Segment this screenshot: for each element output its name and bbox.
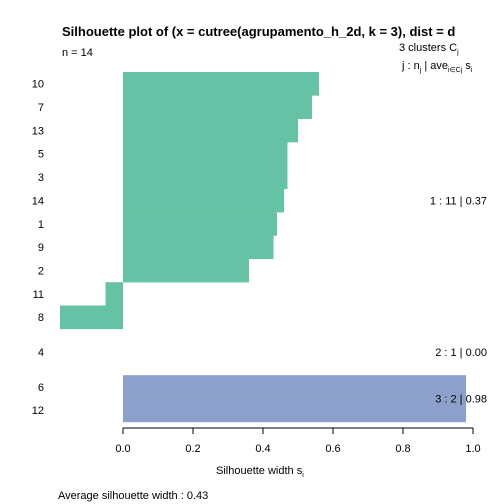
bar-obs-14 — [123, 188, 284, 213]
legend-header-sub: j — [456, 49, 459, 56]
bars-layer — [60, 72, 466, 423]
chart-title: Silhouette plot of (x = cutree(agrupamen… — [62, 24, 455, 39]
row-labels: 10 7 13 5 3 14 1 9 2 11 8 4 6 12 — [32, 79, 44, 418]
row-label-9: 9 — [38, 242, 44, 254]
bar-obs-3 — [123, 165, 288, 190]
cluster-summaries: 1 : 11 | 0.37 2 : 1 | 0.00 3 : 2 | 0.98 — [430, 195, 487, 405]
x-tick-label-0.6: 0.6 — [325, 443, 340, 455]
row-label-13: 13 — [32, 125, 44, 137]
row-label-4: 4 — [38, 347, 44, 359]
x-tick-label-0.8: 0.8 — [395, 443, 410, 455]
row-label-14: 14 — [32, 195, 44, 207]
bar-obs-1 — [123, 212, 277, 236]
x-tick-label-0.2: 0.2 — [185, 443, 200, 455]
x-axis: 0.0 0.2 0.4 0.6 0.8 1.0 — [115, 427, 481, 455]
legend-header: 3 clusters Cj — [399, 42, 459, 56]
legend-subheader-mid-sub: i∈Cj — [448, 67, 463, 74]
average-silhouette-footer: Average silhouette width : 0.43 — [58, 490, 208, 502]
x-axis-label-sub: i — [302, 472, 304, 479]
row-label-11: 11 — [33, 289, 44, 301]
bar-obs-11 — [105, 282, 123, 306]
bar-obs-5 — [123, 142, 288, 166]
row-label-3: 3 — [38, 172, 44, 184]
legend-subheader-mid: | ave — [421, 60, 448, 72]
legend-subheader-sub: j — [419, 67, 422, 74]
legend-header-text: 3 clusters C — [399, 42, 457, 54]
cluster-summary-3: 3 : 2 | 0.98 — [435, 394, 487, 406]
bar-obs-10 — [123, 72, 319, 96]
row-label-12: 12 — [32, 405, 44, 417]
bar-obs-13 — [123, 118, 298, 143]
bar-obs-7 — [123, 95, 312, 119]
n-label: n = 14 — [62, 47, 93, 59]
cluster-summary-1: 1 : 11 | 0.37 — [430, 195, 487, 207]
cluster-summary-2: 2 : 1 | 0.00 — [435, 347, 487, 359]
x-tick-label-1.0: 1.0 — [465, 443, 480, 455]
legend-subheader: j : nj | avei∈Cj si — [401, 60, 473, 74]
row-label-2: 2 — [38, 265, 44, 277]
bar-obs-12 — [123, 398, 466, 423]
x-axis-label: Silhouette width si — [216, 465, 304, 479]
legend-subheader-text: j : n — [401, 60, 420, 72]
bar-obs-9 — [123, 235, 274, 260]
x-tick-label-0.0: 0.0 — [115, 443, 130, 455]
x-tick-label-0.4: 0.4 — [255, 443, 270, 455]
row-label-5: 5 — [38, 149, 44, 161]
bar-obs-8 — [60, 305, 123, 330]
row-label-1: 1 — [38, 219, 44, 231]
x-axis-label-text: Silhouette width s — [216, 465, 303, 477]
legend-subheader-end: s — [462, 60, 471, 72]
row-label-10: 10 — [32, 79, 44, 91]
bar-obs-2 — [123, 258, 249, 283]
bar-obs-6 — [123, 375, 466, 399]
row-label-8: 8 — [38, 312, 44, 324]
row-label-7: 7 — [38, 102, 44, 114]
legend-subheader-end-sub: i — [471, 67, 473, 74]
row-label-6: 6 — [38, 382, 44, 394]
